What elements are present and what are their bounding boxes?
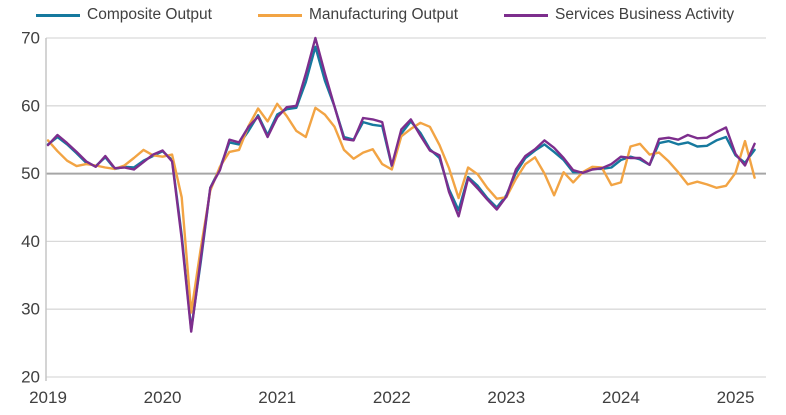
manufacturing-line-swatch (257, 13, 302, 17)
legend-label: Composite Output (87, 6, 212, 23)
y-tick-40: 40 (21, 232, 40, 251)
y-tick-50: 50 (21, 164, 40, 183)
y-tick-70: 70 (21, 29, 40, 48)
y-tick-60: 60 (21, 96, 40, 115)
services-line-swatch (504, 13, 548, 17)
services-business-activity-line (46, 36, 756, 333)
y-tick-20: 20 (21, 368, 40, 387)
x-tick-2019: 2019 (29, 388, 67, 407)
legend-item-composite[interactable]: Composite Output (36, 6, 212, 24)
x-tick-2025: 2025 (717, 388, 755, 407)
x-tick-2023: 2023 (487, 388, 525, 407)
legend-label: Services Business Activity (555, 6, 735, 23)
manufacturing-output-line (46, 102, 756, 314)
legend-item-services[interactable]: Services Business Activity (504, 6, 734, 24)
x-tick-2024: 2024 (602, 388, 640, 407)
gridlines (46, 37, 766, 378)
series-lines (46, 36, 756, 333)
legend: Composite Output Manufacturing Output Se… (36, 5, 734, 25)
x-tick-2020: 2020 (144, 388, 182, 407)
x-tick-2021: 2021 (258, 388, 296, 407)
y-tick-30: 30 (21, 300, 40, 319)
x-tick-2022: 2022 (373, 388, 411, 407)
composite-output-line (46, 45, 756, 331)
legend-item-manufacturing[interactable]: Manufacturing Output (257, 6, 458, 24)
legend-label: Manufacturing Output (308, 6, 458, 23)
x-axis-labels: 2019 2020 2021 2022 2023 2024 2025 (29, 388, 754, 407)
y-axis-labels: 70 60 50 40 30 20 (21, 29, 40, 387)
composite-line-swatch (36, 13, 80, 17)
